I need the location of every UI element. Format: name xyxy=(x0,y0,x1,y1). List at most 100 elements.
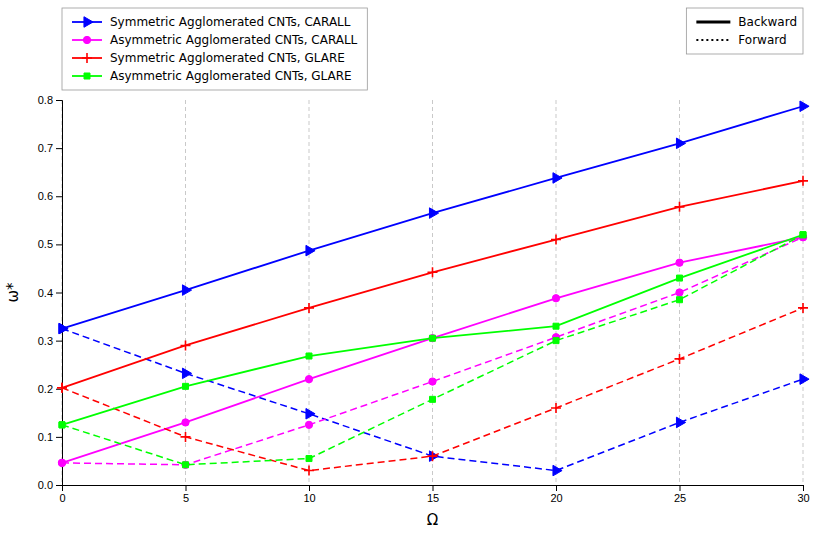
legend-label: Symmetric Agglomerated CNTs, CARALL xyxy=(110,15,351,29)
legend-item: Backward xyxy=(696,15,797,29)
axis-line xyxy=(63,486,804,492)
tick-label: 0.2 xyxy=(38,383,53,395)
tick-mark xyxy=(309,485,310,491)
tick: 0.6 xyxy=(38,190,62,202)
series-marker xyxy=(306,456,312,462)
x-axis: 051015202530 xyxy=(59,485,809,504)
tick-mark xyxy=(803,485,804,491)
tick-mark xyxy=(556,485,557,491)
tick-label: 0.8 xyxy=(38,94,53,106)
series-marker xyxy=(676,138,685,149)
tick-mark xyxy=(56,341,62,342)
series-marker xyxy=(553,323,559,329)
series-marker xyxy=(182,368,191,379)
tick-mark xyxy=(680,485,681,491)
series-marker xyxy=(553,338,559,344)
tick-mark xyxy=(433,485,434,491)
series-marker xyxy=(59,323,68,334)
series-marker xyxy=(553,173,562,184)
series-marker xyxy=(429,208,438,219)
chart-container: 0510152025300.00.10.20.30.40.50.60.70.8Ω… xyxy=(0,0,827,537)
series-marker xyxy=(798,303,808,313)
tick: 15 xyxy=(427,485,439,504)
series-line xyxy=(62,237,803,465)
series-marker xyxy=(182,419,189,426)
series-marker xyxy=(551,235,561,245)
series-marker xyxy=(677,297,683,303)
series-line xyxy=(62,235,803,425)
legend-item: Forward xyxy=(696,33,786,47)
tick-label: 0.1 xyxy=(38,431,53,443)
tick-label: 5 xyxy=(183,492,189,504)
y-axis-title: ω* xyxy=(4,282,22,303)
legend-box xyxy=(686,8,803,54)
legend-marker xyxy=(83,36,90,43)
series-line xyxy=(62,308,803,471)
grid xyxy=(62,100,803,485)
tick-mark xyxy=(56,100,62,101)
tick-mark xyxy=(56,293,62,294)
legend-item: Symmetric Agglomerated CNTs, GLARE xyxy=(72,51,345,65)
tick: 0.0 xyxy=(38,479,62,491)
series-marker xyxy=(59,323,68,334)
y-axis: 0.0 0.1 0.2 0.3 0.4 0.5 0.6 0.7 0.8 xyxy=(38,94,63,491)
series-marker xyxy=(428,451,438,461)
legend-marker xyxy=(84,17,93,28)
legend: Symmetric Agglomerated CNTs, CARALL Asymm… xyxy=(62,8,367,90)
series-marker xyxy=(800,232,806,238)
grid-line xyxy=(556,100,557,485)
series-marker xyxy=(429,378,436,385)
series-marker xyxy=(800,232,806,238)
tick-mark xyxy=(56,437,62,438)
legend-label: Asymmetric Agglomerated CNTs, GLARE xyxy=(110,69,352,83)
series-line xyxy=(62,106,803,328)
series-marker xyxy=(676,259,683,266)
tick-mark xyxy=(56,485,62,486)
tick: 0.2 xyxy=(38,383,62,395)
tick: 30 xyxy=(797,485,809,504)
series-marker xyxy=(58,459,65,466)
series-marker xyxy=(553,465,562,476)
series-marker xyxy=(800,374,809,385)
tick: 0.5 xyxy=(38,238,62,250)
tick-label: 25 xyxy=(674,492,686,504)
legend-label: Symmetric Agglomerated CNTs, GLARE xyxy=(110,51,345,65)
tick-mark xyxy=(56,244,62,245)
legend-item: Asymmetric Agglomerated CNTs, CARALL xyxy=(72,33,358,47)
plot-root: 0510152025300.00.10.20.30.40.50.60.70.8Ω… xyxy=(4,94,810,529)
tick: 0.1 xyxy=(38,431,62,443)
series-marker xyxy=(430,335,436,341)
tick-label: 10 xyxy=(303,492,315,504)
legend-label: Asymmetric Agglomerated CNTs, CARALL xyxy=(110,33,358,47)
tick: 0.4 xyxy=(38,287,62,299)
series-marker xyxy=(305,375,312,382)
series-marker xyxy=(675,202,685,212)
tick: 0.3 xyxy=(38,335,62,347)
tick: 25 xyxy=(674,485,686,504)
tick-label: 0.7 xyxy=(38,142,53,154)
style-legend: Backward Forward xyxy=(686,8,803,54)
series-marker xyxy=(304,466,314,476)
tick: 0.8 xyxy=(38,94,62,106)
grid-line xyxy=(432,100,433,485)
tick-label: 0.4 xyxy=(38,287,53,299)
series-marker xyxy=(676,417,685,428)
series-marker xyxy=(57,383,67,393)
series-marker xyxy=(552,295,559,302)
series-marker xyxy=(676,289,683,296)
series-marker xyxy=(306,409,315,420)
series-marker xyxy=(430,396,436,402)
series-marker xyxy=(182,285,191,296)
series-marker xyxy=(183,462,189,468)
legend-label: Forward xyxy=(738,33,786,47)
tick: 10 xyxy=(303,485,315,504)
tick: 5 xyxy=(183,485,189,504)
series-marker xyxy=(800,101,809,112)
tick: 0 xyxy=(59,485,65,504)
tick-mark xyxy=(56,196,62,197)
legend-swatch xyxy=(696,39,730,41)
legend-label: Backward xyxy=(738,15,797,29)
series-line xyxy=(62,181,803,388)
tick-label: 0 xyxy=(59,492,65,504)
tick-label: 0.3 xyxy=(38,335,53,347)
